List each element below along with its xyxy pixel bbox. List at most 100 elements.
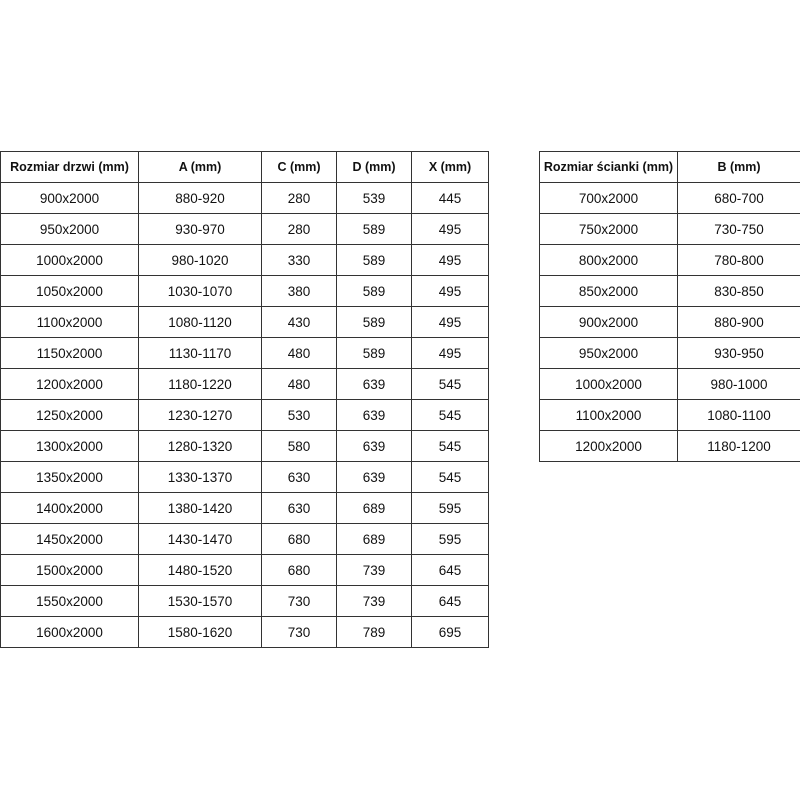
- table-row: 750x2000 730-750: [539, 213, 800, 245]
- table-cell: 589: [336, 306, 412, 338]
- table-cell: 689: [336, 523, 412, 555]
- table-cell: 595: [411, 492, 489, 524]
- table-cell: 1400x2000: [0, 492, 139, 524]
- table-cell: 545: [411, 430, 489, 462]
- table-cell: 1180-1220: [138, 368, 262, 400]
- table-cell: 789: [336, 616, 412, 648]
- table-cell: 495: [411, 275, 489, 307]
- wall-panel-size-table: Rozmiar ścianki (mm) B (mm) 700x2000 680-7…: [539, 151, 800, 462]
- table-header-row: Rozmiar drzwi (mm) A (mm) C (mm) D (mm) X (m…: [0, 151, 489, 183]
- table-cell: 1330-1370: [138, 461, 262, 493]
- table-cell: 730: [261, 585, 337, 617]
- table-cell: 539: [336, 182, 412, 214]
- table-row: 700x2000 680-700: [539, 182, 800, 214]
- table-cell: 1000x2000: [0, 244, 139, 276]
- table-row: 950x2000 930-970 280 589 495: [0, 213, 489, 245]
- table-cell: 589: [336, 337, 412, 369]
- table-cell: 1100x2000: [539, 399, 678, 431]
- table-cell: 680: [261, 523, 337, 555]
- table-cell: 545: [411, 461, 489, 493]
- table-cell: 1580-1620: [138, 616, 262, 648]
- table-row: 1450x2000 1430-1470 680 689 595: [0, 523, 489, 555]
- table-header-row: Rozmiar ścianki (mm) B (mm): [539, 151, 800, 183]
- table-cell: 930-950: [677, 337, 800, 369]
- table-cell: 1080-1100: [677, 399, 800, 431]
- table-cell: 830-850: [677, 275, 800, 307]
- table-cell: 445: [411, 182, 489, 214]
- table-cell: 645: [411, 554, 489, 586]
- table-cell: 495: [411, 306, 489, 338]
- table-cell: 1230-1270: [138, 399, 262, 431]
- table-cell: 495: [411, 213, 489, 245]
- table-row: 1300x2000 1280-1320 580 639 545: [0, 430, 489, 462]
- table-cell: 1500x2000: [0, 554, 139, 586]
- table-cell: 639: [336, 399, 412, 431]
- table-row: 950x2000 930-950: [539, 337, 800, 369]
- table-cell: 580: [261, 430, 337, 462]
- table-cell: 1300x2000: [0, 430, 139, 462]
- table-cell: 900x2000: [0, 182, 139, 214]
- table-cell: 495: [411, 244, 489, 276]
- table-row: 1100x2000 1080-1100: [539, 399, 800, 431]
- table-cell: 1050x2000: [0, 275, 139, 307]
- table-cell: 739: [336, 585, 412, 617]
- table-cell: 1150x2000: [0, 337, 139, 369]
- table-cell: 1000x2000: [539, 368, 678, 400]
- table-cell: 280: [261, 182, 337, 214]
- table-cell: 980-1000: [677, 368, 800, 400]
- table-row: 850x2000 830-850: [539, 275, 800, 307]
- table-cell: 1350x2000: [0, 461, 139, 493]
- table-cell: 380: [261, 275, 337, 307]
- table-cell: 680-700: [677, 182, 800, 214]
- table-cell: 800x2000: [539, 244, 678, 276]
- table-row: 1000x2000 980-1020 330 589 495: [0, 244, 489, 276]
- table-cell: 495: [411, 337, 489, 369]
- column-header: B (mm): [677, 151, 800, 183]
- table-cell: 730-750: [677, 213, 800, 245]
- table-cell: 645: [411, 585, 489, 617]
- table-cell: 1250x2000: [0, 399, 139, 431]
- table-row: 1400x2000 1380-1420 630 689 595: [0, 492, 489, 524]
- table-cell: 480: [261, 337, 337, 369]
- table-cell: 639: [336, 430, 412, 462]
- table-cell: 589: [336, 275, 412, 307]
- table-cell: 589: [336, 213, 412, 245]
- table-row: 1200x2000 1180-1200: [539, 430, 800, 462]
- table-row: 900x2000 880-900: [539, 306, 800, 338]
- table-cell: 1200x2000: [0, 368, 139, 400]
- table-cell: 689: [336, 492, 412, 524]
- table-row: 1350x2000 1330-1370 630 639 545: [0, 461, 489, 493]
- table-row: 900x2000 880-920 280 539 445: [0, 182, 489, 214]
- table-cell: 1080-1120: [138, 306, 262, 338]
- table-cell: 430: [261, 306, 337, 338]
- column-header: C (mm): [261, 151, 337, 183]
- table-cell: 1480-1520: [138, 554, 262, 586]
- table-cell: 1600x2000: [0, 616, 139, 648]
- table-cell: 1180-1200: [677, 430, 800, 462]
- column-header: A (mm): [138, 151, 262, 183]
- table-cell: 280: [261, 213, 337, 245]
- table-cell: 545: [411, 399, 489, 431]
- table-row: 1000x2000 980-1000: [539, 368, 800, 400]
- table-cell: 750x2000: [539, 213, 678, 245]
- table-cell: 1450x2000: [0, 523, 139, 555]
- table-cell: 1430-1470: [138, 523, 262, 555]
- table-cell: 930-970: [138, 213, 262, 245]
- table-cell: 530: [261, 399, 337, 431]
- table-cell: 880-900: [677, 306, 800, 338]
- table-cell: 1280-1320: [138, 430, 262, 462]
- table-cell: 630: [261, 492, 337, 524]
- table-cell: 545: [411, 368, 489, 400]
- table-row: 1250x2000 1230-1270 530 639 545: [0, 399, 489, 431]
- table-cell: 680: [261, 554, 337, 586]
- table-cell: 695: [411, 616, 489, 648]
- table-cell: 480: [261, 368, 337, 400]
- column-header: X (mm): [411, 151, 489, 183]
- table-cell: 780-800: [677, 244, 800, 276]
- table-cell: 630: [261, 461, 337, 493]
- table-row: 1200x2000 1180-1220 480 639 545: [0, 368, 489, 400]
- table-row: 1600x2000 1580-1620 730 789 695: [0, 616, 489, 648]
- table-cell: 1200x2000: [539, 430, 678, 462]
- column-header: D (mm): [336, 151, 412, 183]
- table-cell: 1530-1570: [138, 585, 262, 617]
